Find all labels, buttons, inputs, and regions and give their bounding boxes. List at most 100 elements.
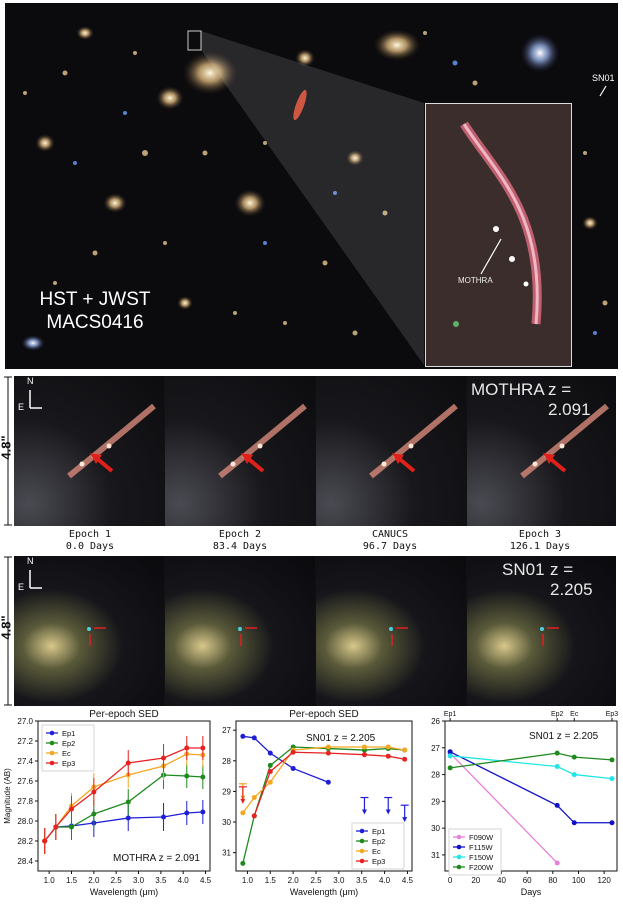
sn01-lightcurve-chart: 0 20 40 60 80 100 120 26 27 28 29 30 31 Days Ep1 Ep2 Ec E…	[431, 711, 619, 897]
y-tick-label: 27	[222, 726, 231, 735]
epoch-label: Epoch 2	[218, 529, 262, 540]
mothra-cutout-epoch1	[14, 376, 164, 526]
legend-marker	[49, 750, 55, 756]
chart-annotation: SN01 z = 2.205	[306, 733, 376, 744]
x-tick-label: 60	[523, 876, 532, 885]
x-tick-label: 2.0	[288, 876, 300, 885]
data-point-F115W	[447, 749, 453, 755]
data-point-Ep2	[184, 773, 190, 779]
compass-arrows	[29, 390, 42, 409]
series-line-F150W	[450, 755, 613, 780]
sn01-title: SN01	[502, 560, 545, 579]
data-point-Ec	[325, 744, 331, 750]
upper-limit-arrow	[385, 809, 391, 815]
data-point-Ep3	[53, 824, 59, 830]
series-line-F200W	[450, 752, 613, 769]
data-point-Ep3	[200, 745, 206, 751]
mothra-strip: N E MOTHRA z = 2.091	[14, 376, 616, 526]
data-point-Ep2	[91, 811, 97, 817]
series-line-F115W	[449, 751, 612, 824]
data-point-Ep1	[325, 779, 331, 785]
data-point-Ep3	[91, 789, 97, 795]
data-point-Ep1	[240, 733, 246, 739]
data-point-Ec	[251, 795, 257, 801]
data-point-Ep1	[184, 810, 190, 816]
y-tick-label: 27.8	[17, 797, 33, 806]
y-axis-label: Magnitude (AB)	[3, 768, 12, 824]
epoch-days: 0.0 Days	[65, 541, 115, 552]
x-tick-label: 4.0	[178, 876, 190, 885]
y-tick-label: 30	[222, 818, 231, 827]
red-arc	[293, 89, 307, 121]
top-tick-label: Ep3	[606, 711, 619, 718]
data-point-Ep3	[251, 813, 257, 819]
bcg-galaxy-1	[182, 51, 238, 95]
x-tick-label: 1.5	[66, 876, 78, 885]
data-point-Ep1	[290, 765, 296, 771]
chart-annotation: SN01 z = 2.205	[529, 731, 599, 742]
legend-marker	[359, 828, 365, 834]
legend-label: F150W	[469, 853, 494, 862]
sn01-cutout-epoch3	[467, 556, 616, 706]
x-tick-label: 2.5	[111, 876, 123, 885]
data-point-Ep2	[267, 762, 273, 768]
x-tick-label: 2.0	[88, 876, 100, 885]
epoch-days: 126.1 Days	[509, 541, 571, 552]
compass-e: E	[18, 582, 25, 592]
cluster-field	[21, 26, 608, 365]
mothra-scale-label: 4.8"	[0, 435, 14, 460]
data-point-Ep3	[361, 752, 367, 758]
data-point-Ep3	[325, 750, 331, 756]
mothra-redshift: z = 2.091	[548, 380, 591, 419]
galaxy	[21, 335, 45, 351]
upper-limit-arrow	[240, 798, 246, 804]
sn01-sed-chart: 1.0 1.5 2.0 2.5 3.0 3.5 4.0 4.5 27 28 29 30 31 Per-ep…	[222, 709, 414, 897]
data-point-F150W	[609, 776, 615, 782]
y-tick-label: 28.4	[17, 857, 33, 866]
data-point-Ep1	[125, 815, 131, 821]
legend-marker	[456, 854, 462, 860]
x-tick-label: 4.0	[379, 876, 391, 885]
data-point-Ep3	[69, 806, 75, 812]
data-point-F115W	[554, 802, 560, 808]
blue-galaxies	[73, 60, 597, 335]
legend-label: Ep1	[62, 729, 75, 738]
data-point-F150W	[447, 753, 453, 759]
data-point-Ep1	[161, 814, 167, 820]
x-tick-label: 4.5	[402, 876, 414, 885]
top-tick-label: Ep1	[444, 711, 457, 718]
legend-marker	[49, 740, 55, 746]
y-tick-label: 27	[431, 744, 440, 753]
galaxy	[582, 216, 598, 230]
mothra-title: MOTHRA	[471, 380, 545, 399]
mothra-cutout-epoch3	[467, 376, 616, 526]
mothra-inset-tag: MOTHRA	[458, 276, 493, 285]
galaxy	[156, 86, 184, 110]
epoch-label: CANUCS	[371, 529, 409, 540]
top-tick-label: Ec	[570, 711, 579, 718]
data-point-Ep1	[200, 809, 206, 815]
field-label-line2: MACS0416	[46, 312, 144, 333]
data-point-Ec	[267, 779, 273, 785]
chart-title: Per-epoch SED	[289, 709, 358, 720]
legend-label: Ep2	[372, 837, 385, 846]
epoch-days: 96.7 Days	[362, 541, 418, 552]
x-tick-label: 40	[497, 876, 506, 885]
compass-n: N	[27, 376, 34, 386]
data-point-F150W	[571, 772, 577, 778]
data-point-Ep3	[402, 756, 408, 762]
y-tick-label: 31	[431, 851, 440, 860]
inset-projection	[201, 31, 424, 365]
data-point-Ep3	[125, 760, 131, 766]
legend-marker	[49, 760, 55, 766]
data-point-Ep3	[161, 755, 167, 761]
legend-marker	[456, 834, 462, 840]
series-line-Ep3	[44, 747, 203, 842]
data-point-Ep2	[240, 860, 246, 866]
y-tick-label: 30	[431, 824, 440, 833]
sn01-redshift: z = 2.205	[550, 560, 593, 599]
galaxy	[295, 49, 315, 67]
legend-label: F200W	[469, 863, 494, 872]
data-point-Ec	[385, 744, 391, 750]
data-point-F200W	[609, 757, 615, 763]
